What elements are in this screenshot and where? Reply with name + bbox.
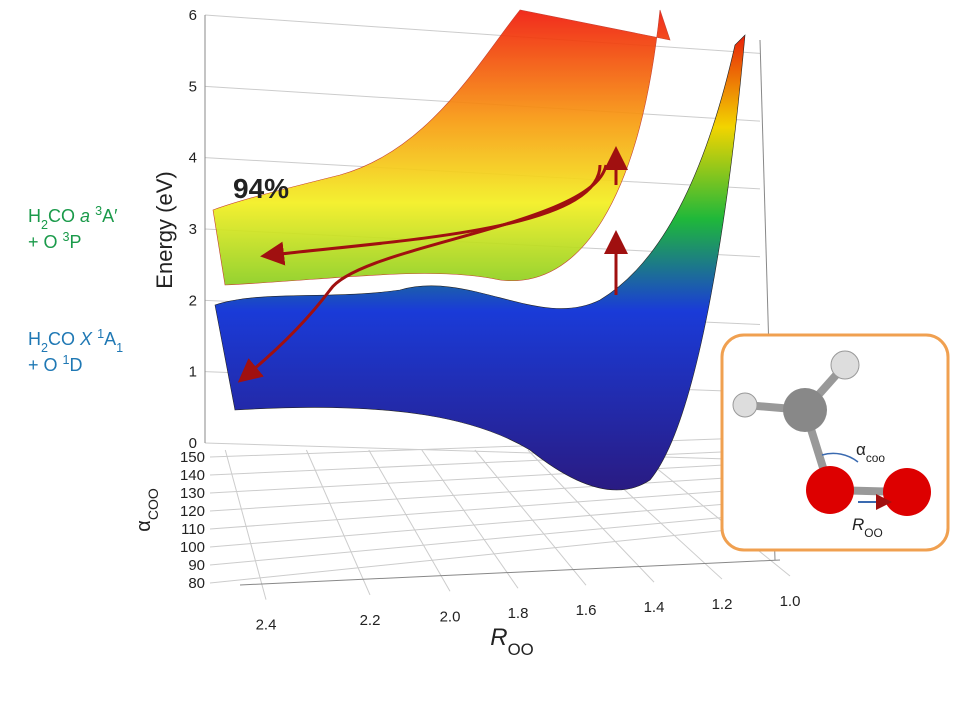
z-tick-label: 2 <box>189 292 197 309</box>
annotation: 94% <box>233 173 289 204</box>
x-tick-label: 1.4 <box>644 599 665 616</box>
grid-line <box>527 449 655 583</box>
path-arrow <box>237 164 608 383</box>
grid-line <box>224 449 267 600</box>
text-part: X <box>79 329 93 349</box>
z-tick-label: 1 <box>189 364 197 381</box>
upper-surface <box>212 9 671 286</box>
grid-line <box>305 449 371 596</box>
text-part: + O <box>28 355 63 375</box>
z-tick-label: 5 <box>189 78 197 95</box>
text-part: R <box>490 624 507 651</box>
text-part: 1 <box>97 327 104 341</box>
grid-line <box>209 449 776 476</box>
x-tick-label: 1.0 <box>780 593 801 610</box>
grid-line <box>209 461 776 494</box>
y-tick-label: 130 <box>180 485 205 502</box>
z-axis-label: Energy (eV) <box>152 171 177 288</box>
grid-line <box>474 449 587 586</box>
grid-line <box>204 14 761 54</box>
text-part: 1 <box>63 353 70 367</box>
text-part: H <box>28 329 41 349</box>
text-part: a <box>80 206 90 226</box>
text-part: H <box>28 206 41 226</box>
grid-line <box>368 449 451 592</box>
x-tick-label: 1.8 <box>508 605 529 622</box>
state-label: H2CO a 3A′ <box>28 204 118 232</box>
state-label: + O 3P <box>28 230 82 252</box>
x-tick-label: 2.4 <box>256 617 277 634</box>
text-part: α <box>856 440 866 459</box>
y-tick-label: 90 <box>188 557 205 574</box>
x-axis-label: ROO <box>490 624 533 659</box>
x-tick-label: 2.2 <box>360 612 381 629</box>
text-part: 2 <box>41 341 48 355</box>
state-label: + O 1D <box>28 353 83 375</box>
text-part: R <box>852 515 864 534</box>
z-tick-label: 4 <box>189 150 197 167</box>
text-part: D <box>70 355 83 375</box>
inset: αcoo ROO <box>720 333 950 552</box>
y-tick-label: 100 <box>180 539 205 556</box>
grid-line <box>209 486 776 530</box>
atom-h <box>830 350 860 380</box>
lower-surface <box>214 34 746 491</box>
grid <box>204 14 791 600</box>
text-part: OO <box>864 526 883 540</box>
text-part: CO <box>48 329 80 349</box>
text-part: + O <box>28 232 63 252</box>
y-tick-label: 120 <box>180 503 205 520</box>
grid-line <box>209 512 776 566</box>
y-tick-label: 140 <box>180 467 205 484</box>
inset-angle-label: αcoo <box>856 440 885 465</box>
axis-line <box>239 559 781 586</box>
y-tick-label: 150 <box>180 449 205 466</box>
grid-line <box>209 474 776 512</box>
text-part: α <box>133 520 155 532</box>
text-part: A <box>104 329 116 349</box>
x-tick-label: 2.0 <box>440 608 461 625</box>
y-tick-label: 80 <box>188 575 205 592</box>
text-part: P <box>70 232 82 252</box>
z-tick-label: 0 <box>189 435 197 452</box>
angle-arc <box>821 452 859 463</box>
x-tick-label: 1.6 <box>576 602 597 619</box>
grid-line <box>209 436 776 458</box>
atom-h <box>732 392 758 418</box>
text-part: 2 <box>41 218 48 232</box>
grid-line <box>204 442 761 461</box>
text-part: CO <box>48 206 80 226</box>
y-axis-label: αCOO <box>133 488 161 532</box>
grid-line <box>421 449 519 589</box>
text-part: A′ <box>102 206 118 226</box>
z-tick-label: 6 <box>189 7 197 24</box>
text-part: OO <box>508 640 534 659</box>
state-label: H2CO X 1A1 <box>28 327 123 355</box>
grid-line <box>209 499 776 548</box>
grid-line <box>633 449 791 577</box>
text-part: 3 <box>95 204 102 218</box>
text-part: 1 <box>116 341 123 355</box>
text-part: coo <box>866 451 886 465</box>
grid-line <box>209 524 776 584</box>
inset-distance-label: ROO <box>852 515 883 540</box>
atom-c <box>783 388 827 432</box>
y-tick-label: 110 <box>181 521 205 538</box>
text-part: COO <box>145 488 161 520</box>
atom-o <box>806 466 854 514</box>
z-tick-label: 3 <box>189 221 197 238</box>
text-part: 3 <box>63 230 70 244</box>
atom-o <box>883 468 931 516</box>
x-tick-label: 1.2 <box>712 596 733 613</box>
